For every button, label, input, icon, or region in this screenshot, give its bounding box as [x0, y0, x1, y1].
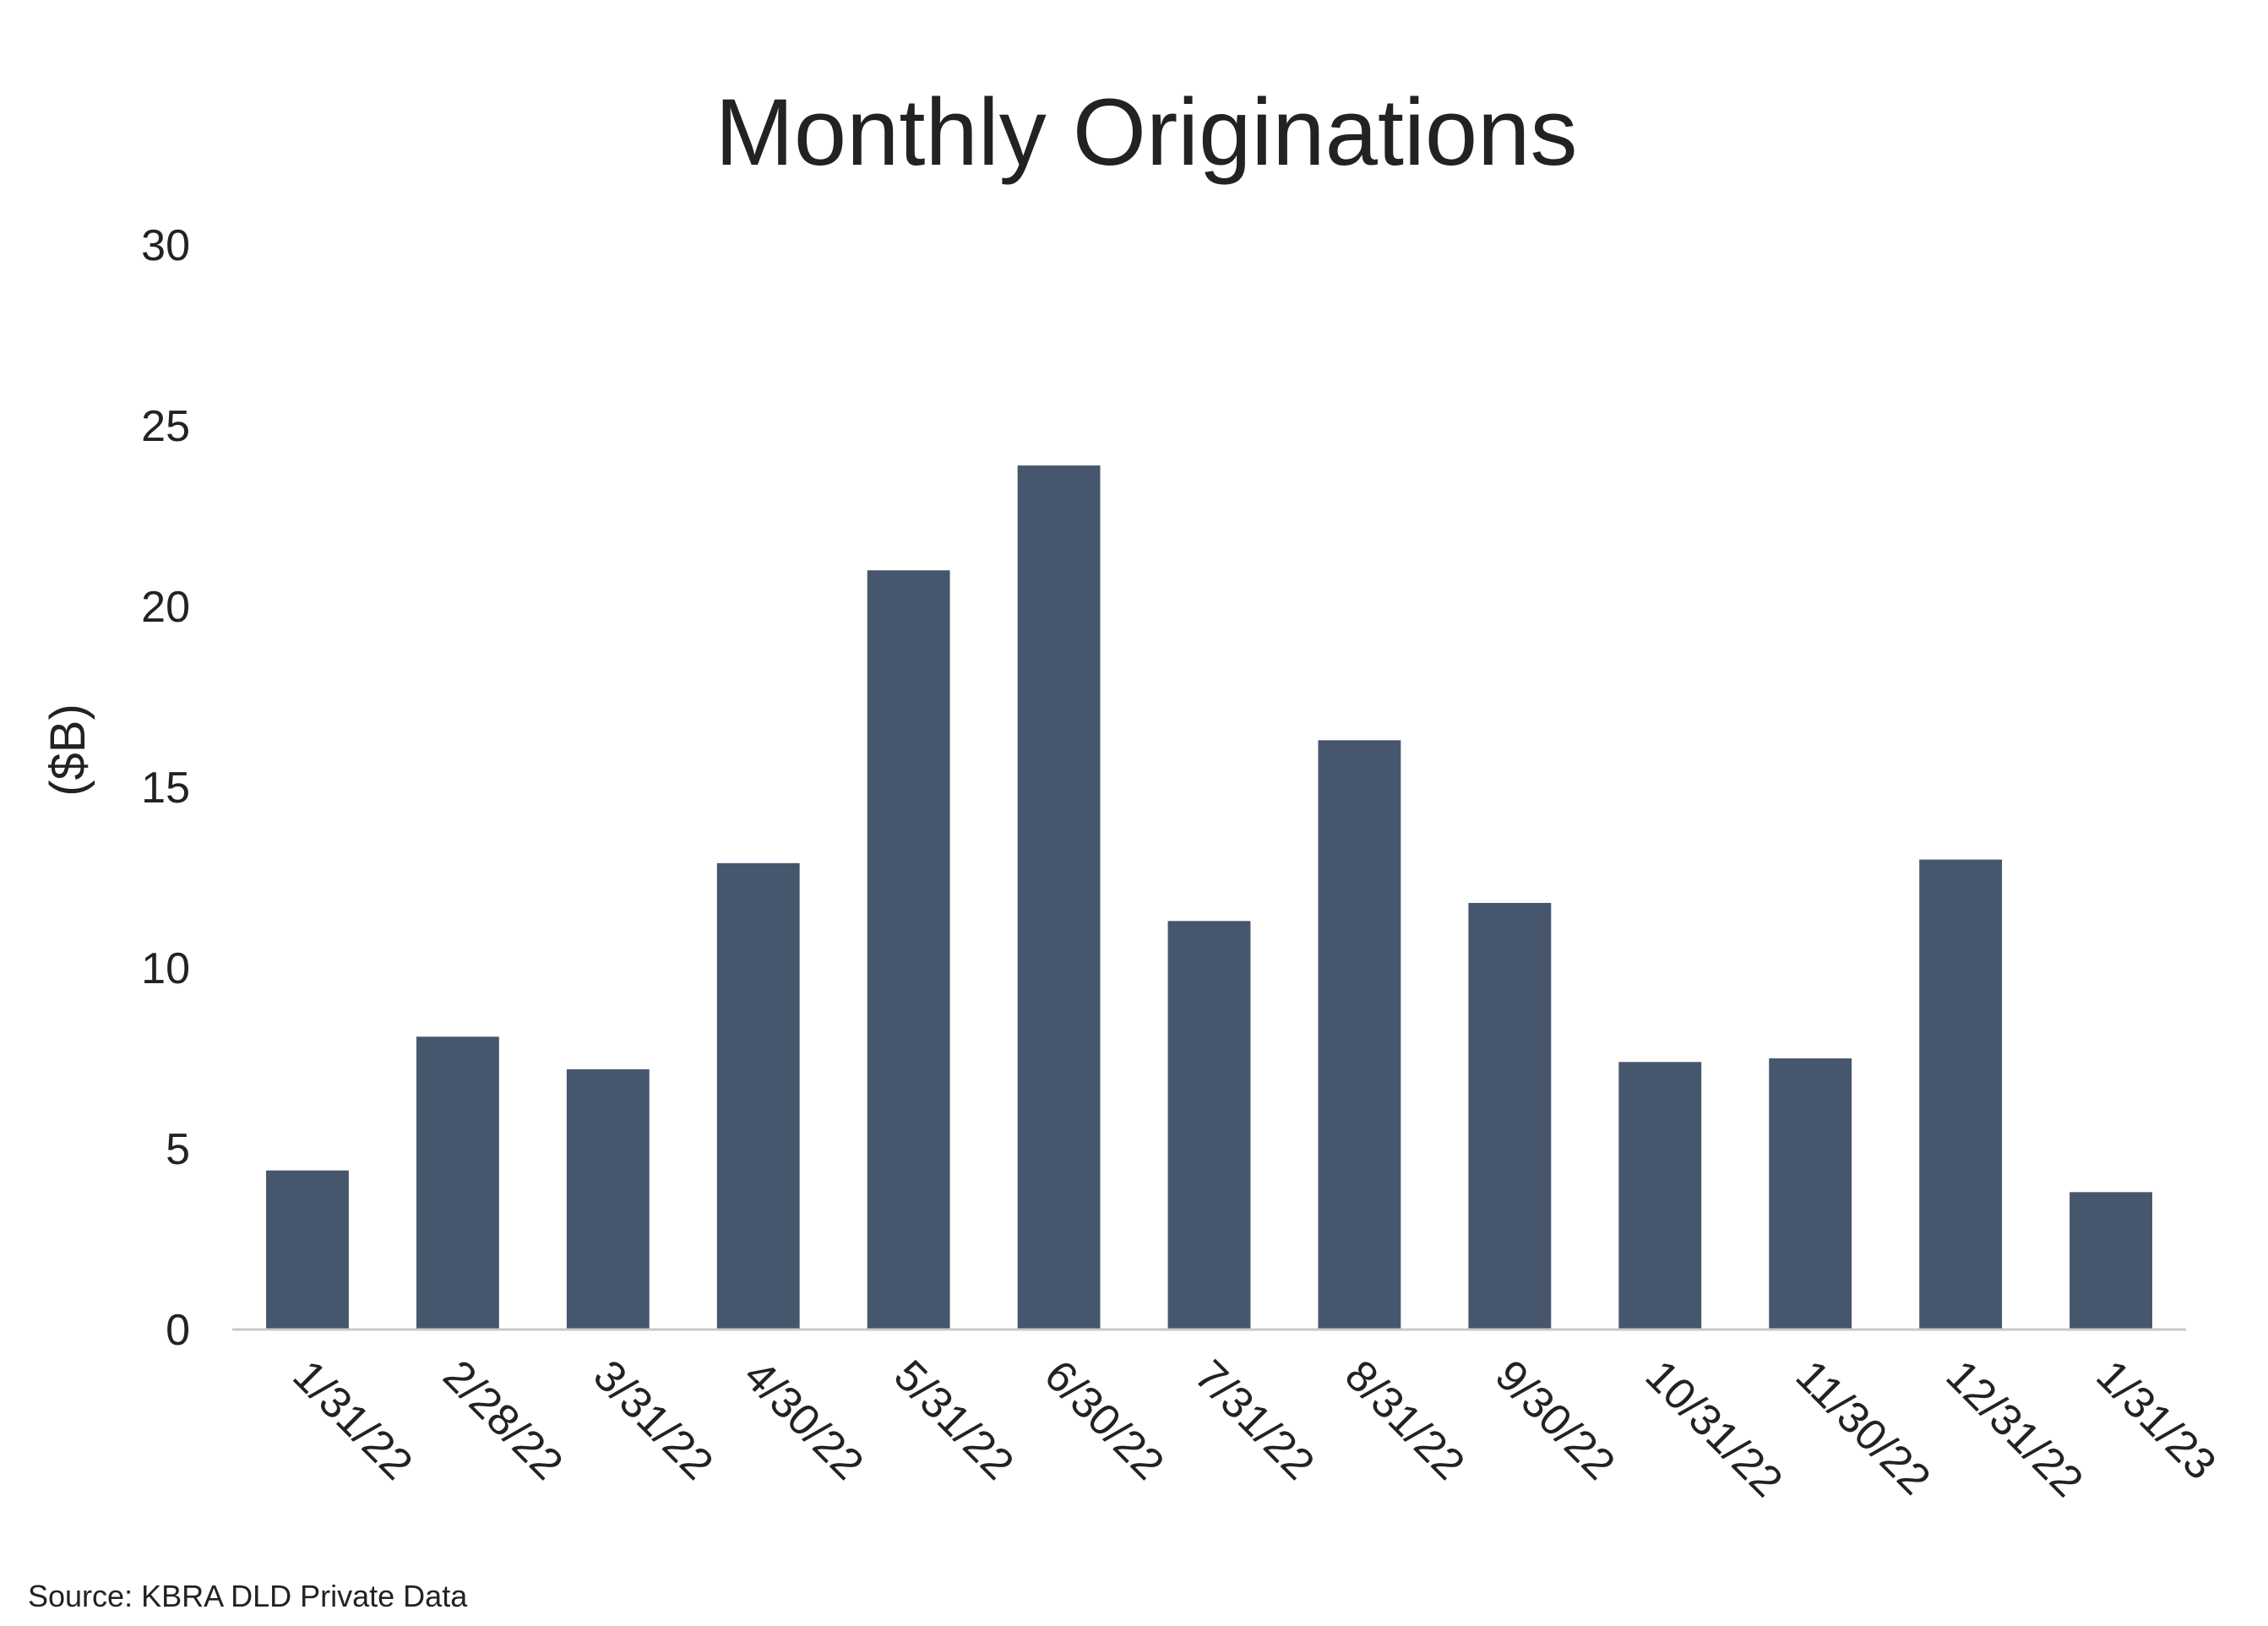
bar	[1468, 902, 1552, 1330]
x-tick-label: 3/31/22	[584, 1351, 722, 1489]
x-tick-label: 1/31/22	[283, 1351, 422, 1489]
y-tick-label: 30	[141, 221, 190, 270]
x-tick-label: 6/30/22	[1035, 1351, 1173, 1489]
bar	[1167, 921, 1251, 1330]
bar	[716, 862, 800, 1330]
y-tick-label: 15	[141, 764, 190, 813]
chart-title: Monthly Originations	[715, 79, 1578, 185]
y-tick-label: 0	[166, 1306, 190, 1355]
bar	[1017, 465, 1101, 1330]
bar	[416, 1036, 499, 1330]
bar	[1769, 1058, 1852, 1330]
x-tick-label: 1/31/23	[2087, 1351, 2226, 1489]
x-tick-label: 12/31/22	[1937, 1351, 2092, 1506]
bar	[566, 1069, 650, 1330]
x-tick-label: 2/28/22	[433, 1351, 572, 1489]
x-tick-label: 10/31/22	[1636, 1351, 1792, 1506]
bar	[1919, 859, 2003, 1330]
bar	[2069, 1192, 2152, 1330]
y-tick-label: 20	[141, 583, 190, 632]
bar	[266, 1170, 349, 1330]
x-tick-label: 5/31/22	[884, 1351, 1023, 1489]
y-axis-ticks: 0 5 10 15 20 25 30	[141, 221, 190, 1355]
bars	[266, 465, 2152, 1330]
x-tick-label: 7/31/22	[1185, 1351, 1324, 1489]
y-axis-label: ($B)	[41, 704, 95, 797]
bar	[1318, 740, 1401, 1330]
bar	[867, 570, 950, 1330]
x-tick-label: 11/30/22	[1787, 1351, 1939, 1504]
x-tick-label: 8/31/22	[1335, 1351, 1474, 1489]
bar	[1618, 1062, 1702, 1330]
x-axis-ticks: 1/31/22 2/28/22 3/31/22 4/30/22 5/31/22 6/30/…	[283, 1351, 2225, 1506]
y-tick-label: 25	[141, 402, 190, 451]
x-tick-label: 9/30/22	[1486, 1351, 1624, 1489]
x-tick-label: 4/30/22	[734, 1351, 873, 1489]
y-tick-label: 10	[141, 944, 190, 993]
source-note: Source: KBRA DLD Private Data	[28, 1579, 468, 1613]
y-tick-label: 5	[166, 1125, 190, 1174]
